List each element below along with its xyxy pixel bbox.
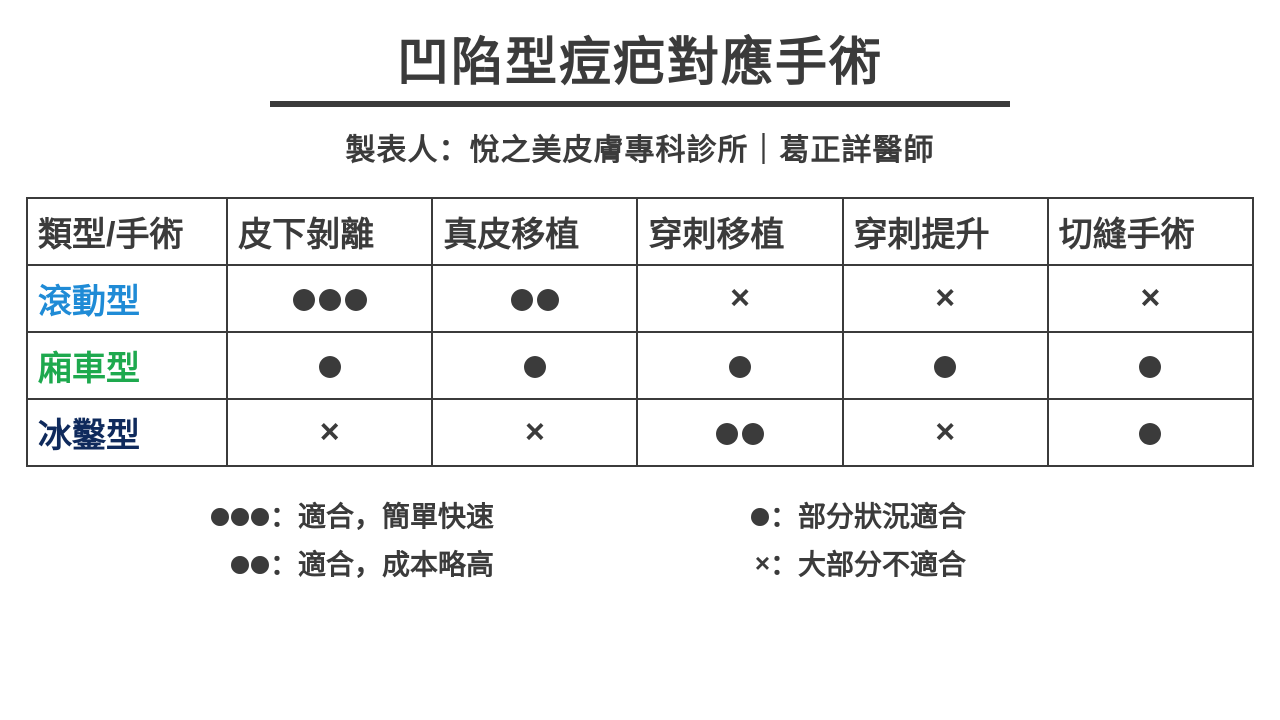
cell-symbol: [843, 332, 1048, 399]
table-row: 廂車型: [27, 332, 1253, 399]
legend-text: ：大部分不適合: [770, 543, 966, 583]
cell-symbol: ×: [432, 399, 637, 466]
comparison-table: 類型/手術 皮下剝離 真皮移植 穿刺移植 穿刺提升 切縫手術 滾動型×××廂車型…: [26, 197, 1254, 467]
cell-symbol: [227, 332, 432, 399]
table-row: 滾動型×××: [27, 265, 1253, 332]
header-col-0: 皮下剝離: [227, 198, 432, 265]
header-col-1: 真皮移植: [432, 198, 637, 265]
cell-symbol: [432, 265, 637, 332]
page-subtitle: 製表人：悅之美皮膚專科診所｜葛正詳醫師: [346, 125, 935, 169]
cell-symbol: ×: [227, 399, 432, 466]
page-title: 凹陷型痘疤對應手術: [397, 20, 883, 99]
header-col-2: 穿刺移植: [637, 198, 842, 265]
legend: ：適合，簡單快速 ：部分狀況適合 ：適合，成本略高 ×：大部分不適合: [140, 495, 1140, 591]
cell-symbol: ×: [843, 265, 1048, 332]
cell-symbol: [1048, 399, 1253, 466]
legend-symbol: [140, 547, 270, 579]
cell-symbol: [1048, 332, 1253, 399]
cell-symbol: ×: [843, 399, 1048, 466]
legend-symbol: [640, 499, 770, 531]
row-label: 滾動型: [27, 265, 227, 332]
row-label: 冰鑿型: [27, 399, 227, 466]
legend-item: ：適合，簡單快速: [140, 495, 640, 535]
table-row: 冰鑿型×××: [27, 399, 1253, 466]
title-underline: [270, 101, 1010, 107]
legend-item: ：部分狀況適合: [640, 495, 1140, 535]
cell-symbol: [637, 399, 842, 466]
legend-symbol: [140, 499, 270, 531]
cell-symbol: ×: [637, 265, 842, 332]
legend-symbol: ×: [640, 547, 770, 579]
header-type: 類型/手術: [27, 198, 227, 265]
legend-text: ：適合，簡單快速: [270, 495, 494, 535]
legend-item: ×：大部分不適合: [640, 543, 1140, 583]
legend-text: ：部分狀況適合: [770, 495, 966, 535]
cell-symbol: [637, 332, 842, 399]
legend-item: ：適合，成本略高: [140, 543, 640, 583]
cell-symbol: [227, 265, 432, 332]
row-label: 廂車型: [27, 332, 227, 399]
table-header-row: 類型/手術 皮下剝離 真皮移植 穿刺移植 穿刺提升 切縫手術: [27, 198, 1253, 265]
legend-text: ：適合，成本略高: [270, 543, 494, 583]
cell-symbol: [432, 332, 637, 399]
header-col-3: 穿刺提升: [843, 198, 1048, 265]
header-col-4: 切縫手術: [1048, 198, 1253, 265]
cell-symbol: ×: [1048, 265, 1253, 332]
